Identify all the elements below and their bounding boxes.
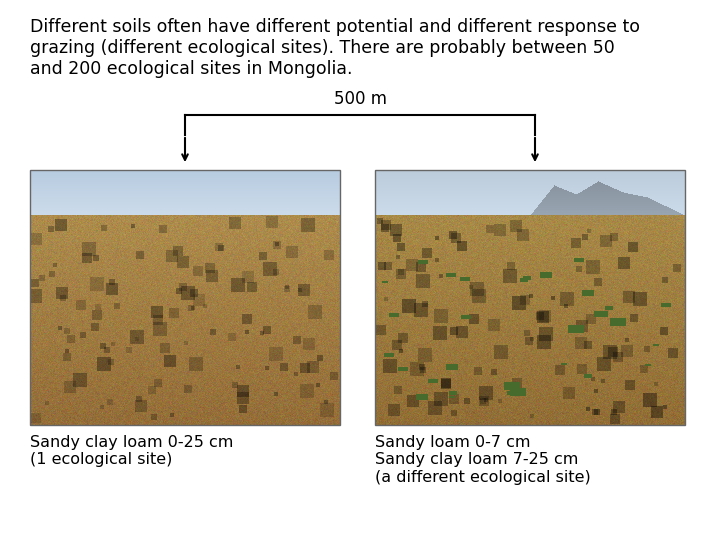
Text: 500 m: 500 m (333, 90, 387, 108)
Bar (375, 170, 685, 425)
Text: Sandy clay loam 0-25 cm
(1 ecological site): Sandy clay loam 0-25 cm (1 ecological si… (30, 435, 233, 468)
Text: Different soils often have different potential and different response to
grazing: Different soils often have different pot… (30, 18, 640, 78)
Bar (30, 170, 340, 425)
Text: Sandy loam 0-7 cm
Sandy clay loam 7-25 cm
(a different ecological site): Sandy loam 0-7 cm Sandy clay loam 7-25 c… (375, 435, 590, 485)
